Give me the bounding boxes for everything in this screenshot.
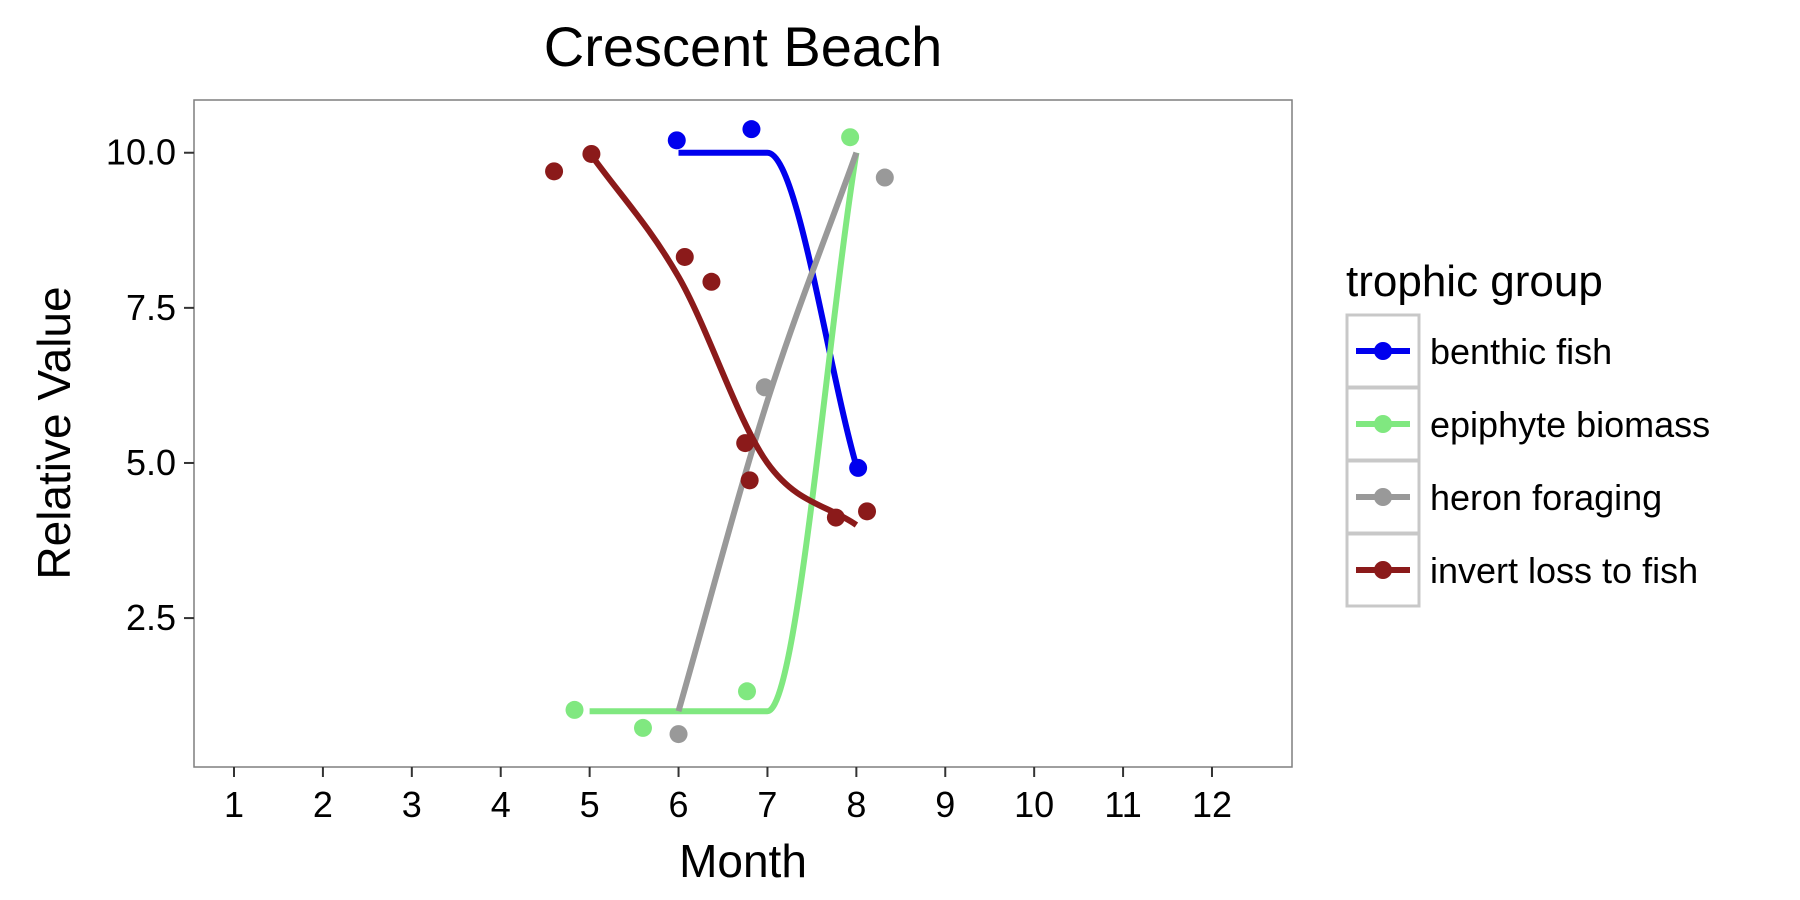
legend-item: invert loss to fish [1345, 532, 1698, 608]
data-point [702, 272, 721, 291]
data-point [755, 378, 774, 397]
x-tick-label: 8 [846, 784, 866, 825]
x-tick-label: 12 [1192, 784, 1232, 825]
legend-key-point [1374, 561, 1392, 579]
x-tick-label: 3 [402, 784, 422, 825]
data-point [738, 682, 757, 701]
y-tick-label: 7.5 [126, 287, 176, 328]
legend-item: heron foraging [1345, 459, 1662, 535]
data-point [633, 718, 652, 737]
series-line [589, 152, 860, 715]
legend-title: trophic group [1346, 257, 1603, 306]
legend-label: epiphyte biomass [1430, 404, 1710, 445]
series-benthic-fish [667, 120, 868, 477]
legend-label: heron foraging [1430, 477, 1662, 518]
y-tick-label: 10.0 [106, 132, 176, 173]
data-point [849, 458, 868, 477]
data-point [742, 120, 761, 139]
x-tick-label: 1 [224, 784, 244, 825]
series-invert-loss-to-fish [545, 144, 877, 528]
data-point [669, 725, 688, 744]
data-point [858, 502, 877, 521]
legend-items: benthic fish epiphyte biomass heron foragi… [1345, 313, 1710, 608]
series-heron-foraging [669, 151, 894, 744]
x-tick-label: 11 [1104, 784, 1141, 825]
legend-key-point [1374, 488, 1392, 506]
legend-key-point [1374, 342, 1392, 360]
legend-item: epiphyte biomass [1345, 386, 1710, 462]
legend: trophic group benthic fish epiphyte bioma… [1345, 257, 1710, 608]
series-line [675, 151, 860, 713]
data-point [740, 471, 759, 490]
y-tick-label: 5.0 [126, 442, 176, 483]
plot-panel [193, 99, 1293, 768]
x-tick-label: 4 [491, 784, 511, 825]
axis-ticks: 1 2 3 4 5 6 7 8 9 10 11 122.55.07.510.0 [106, 132, 1232, 825]
x-tick-label: 5 [580, 784, 600, 825]
x-tick-label: 10 [1014, 784, 1054, 825]
legend-item: benthic fish [1345, 313, 1612, 389]
data-point [565, 700, 584, 719]
legend-label: benthic fish [1430, 331, 1612, 372]
legend-key-point [1374, 415, 1392, 433]
series-epiphyte-biomass [565, 128, 860, 737]
data-point [736, 434, 755, 453]
y-tick-label: 2.5 [126, 597, 176, 638]
data-point [582, 144, 601, 163]
data-point [875, 168, 894, 187]
chart-title: Crescent Beach [544, 15, 942, 78]
x-tick-label: 6 [669, 784, 689, 825]
data-point [545, 162, 564, 181]
data-point [675, 247, 694, 266]
legend-label: invert loss to fish [1430, 550, 1698, 591]
data-point [826, 508, 845, 527]
series-layer [545, 120, 894, 744]
y-axis-title: Relative Value [28, 286, 80, 579]
data-point [841, 128, 860, 147]
series-line [678, 149, 860, 467]
series-line [587, 150, 859, 528]
data-point [667, 131, 686, 150]
x-tick-label: 2 [313, 784, 333, 825]
x-axis-title: Month [679, 835, 807, 887]
x-tick-label: 7 [757, 784, 777, 825]
x-tick-label: 9 [935, 784, 955, 825]
